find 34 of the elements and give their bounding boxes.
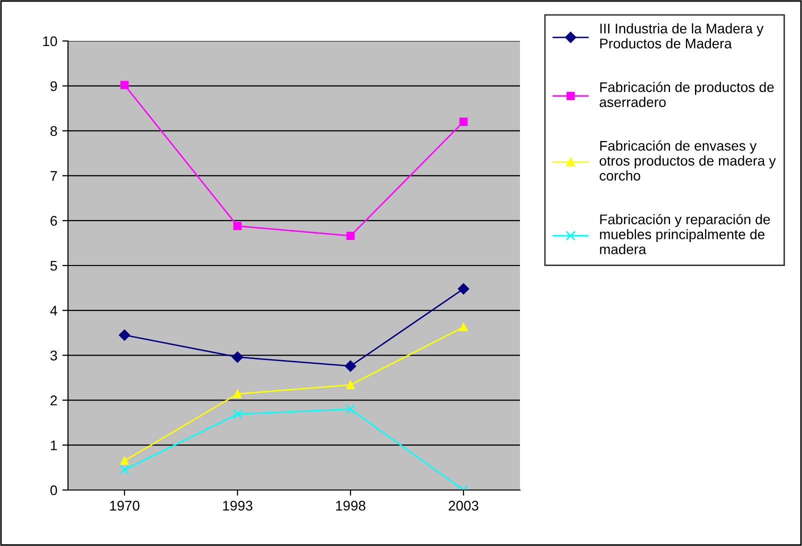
- point: [233, 222, 242, 230]
- legend-label: III Industria de la Madera y Productos de Madera: [600, 23, 764, 48]
- y-tick-label: 7: [50, 171, 57, 181]
- y-tick-label: 8: [50, 126, 57, 136]
- x-tick-label: 2003: [448, 500, 478, 511]
- y-tick-label: 1: [50, 440, 57, 450]
- point: [346, 232, 355, 240]
- legend-label: Fabricación de productos de aserradero: [600, 82, 774, 108]
- point: [120, 464, 130, 475]
- point: [458, 283, 470, 294]
- y-tick-label: 10: [43, 36, 58, 46]
- point: [120, 456, 129, 465]
- point: [459, 322, 468, 332]
- y-tick-label: 2: [50, 396, 57, 406]
- y-tick-label: 5: [50, 260, 57, 271]
- legend-label: Fabricación y reparación de muebles principalmente de madera: [600, 214, 770, 254]
- point: [346, 404, 356, 414]
- point: [120, 80, 129, 90]
- point: [233, 390, 242, 398]
- y-tick-label: 0: [50, 485, 58, 496]
- y-tick-label: 6: [50, 216, 57, 226]
- point: [346, 380, 355, 390]
- x-tick-label: 1998: [336, 500, 366, 511]
- point: [232, 409, 242, 419]
- y-tick-label: 4: [50, 306, 58, 316]
- x-tick-label: 1970: [110, 500, 140, 511]
- point: [459, 118, 468, 126]
- y-tick-label: 3: [50, 350, 57, 360]
- x-tick-label: 1993: [223, 500, 252, 511]
- y-tick-label: 9: [50, 81, 57, 92]
- legend-label: Fabricación de envases y otros productos de madera y corcho: [600, 140, 776, 181]
- point: [232, 351, 244, 363]
- point: [344, 360, 356, 372]
- point: [118, 329, 130, 341]
